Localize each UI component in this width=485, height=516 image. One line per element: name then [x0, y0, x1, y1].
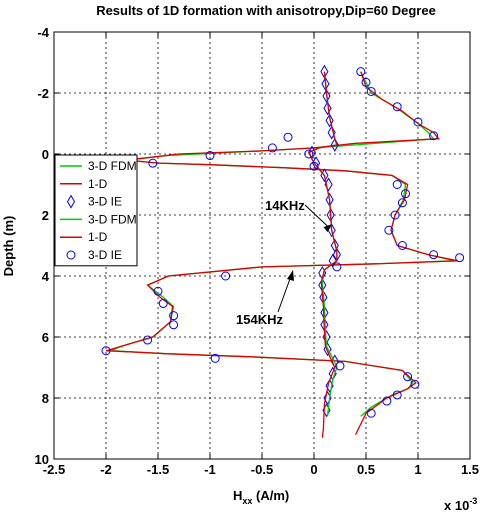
y-axis-label: Depth (m) — [1, 216, 16, 277]
annotation-14khz: 14KHz — [265, 198, 305, 213]
x-tick-label: -1.5 — [147, 462, 169, 477]
x-tick-label: -2.5 — [43, 462, 65, 477]
legend-label: 3-D FDM — [88, 159, 137, 173]
y-tick-label: 0 — [42, 147, 49, 162]
y-tick-label: 2 — [42, 208, 49, 223]
series-point-5 — [332, 262, 342, 272]
legend-label: 3-D IE — [88, 248, 122, 262]
series-point-5 — [392, 102, 402, 112]
annotation-arrowhead-14khz — [323, 224, 332, 233]
series-layer — [101, 64, 465, 438]
legend-swatch — [66, 250, 76, 260]
legend-label: 3-D FDM — [88, 212, 137, 226]
series-point-2 — [330, 137, 339, 152]
series-point-5 — [384, 225, 394, 235]
legend-label: 1-D — [88, 177, 108, 191]
x-tick-label: 1.5 — [461, 462, 479, 477]
y-ticks: -4 -2 0 2 4 6 8 10 — [35, 25, 470, 467]
legend-label: 3-D IE — [88, 195, 122, 209]
x-tick-label: -1 — [204, 462, 216, 477]
series-point-5 — [429, 131, 439, 141]
y-tick-label: 6 — [42, 330, 49, 345]
annotation-arrow-154khz — [277, 275, 292, 313]
annotation-arrowhead-154khz — [287, 270, 294, 281]
series-point-5 — [403, 372, 413, 382]
annotation-arrow-14khz — [304, 204, 329, 228]
x-multiplier-exp: -3 — [469, 496, 477, 506]
x-tick-label: -0.5 — [251, 462, 273, 477]
y-tick-label: 4 — [42, 269, 50, 284]
series-point-5 — [153, 286, 163, 296]
series-point-5 — [392, 180, 402, 189]
x-axis-label: Hxx (A/m) — [233, 488, 289, 506]
x-axis-label-sub: xx — [242, 496, 252, 506]
series-line-1 — [105, 71, 458, 435]
series-point-5 — [210, 353, 220, 363]
x-axis-label-main: H — [233, 488, 242, 503]
grid — [54, 32, 470, 459]
x-multiplier: x 10-3 — [444, 496, 477, 513]
legend-label: 1-D — [88, 230, 108, 244]
series-point-5 — [169, 311, 179, 321]
series-point-5 — [205, 151, 215, 161]
series-point-5 — [148, 158, 158, 168]
chart-title: Results of 1D formation with anisotropy,… — [96, 3, 436, 18]
y-tick-label: -4 — [37, 25, 49, 40]
series-line-0 — [110, 71, 455, 417]
series-point-2 — [325, 113, 334, 128]
plot-frame — [53, 31, 471, 460]
series-point-5 — [143, 335, 153, 345]
legend: 3-D FDM 1-D 3-D IE 3-D FDM 1-D 3-D IE — [54, 154, 138, 267]
series-point-5 — [366, 408, 376, 418]
series-point-5 — [361, 77, 371, 87]
series-point-5 — [366, 86, 376, 96]
series-point-5 — [169, 320, 179, 330]
series-point-5 — [410, 379, 420, 389]
series-point-2 — [322, 89, 331, 104]
series-point-5 — [382, 396, 392, 406]
series-point-5 — [429, 250, 439, 260]
series-point-5 — [304, 149, 314, 159]
legend-swatch — [66, 194, 76, 209]
series-point-5 — [221, 271, 231, 281]
series-point-2 — [321, 76, 330, 91]
series-point-5 — [413, 117, 423, 127]
x-axis-label-unit: (A/m) — [252, 488, 289, 503]
series-point-5 — [101, 346, 111, 356]
series-point-5 — [401, 189, 411, 199]
series-point-2 — [323, 101, 332, 116]
series-point-5 — [397, 198, 407, 208]
series-point-5 — [392, 390, 402, 400]
series-point-5 — [390, 210, 400, 220]
series-point-5 — [309, 161, 319, 171]
series-point-5 — [335, 361, 345, 371]
annotations: 14KHz 154KHz — [236, 198, 332, 327]
series-point-5 — [158, 298, 168, 308]
series-line-4 — [307, 71, 338, 438]
y-tick-label: 10 — [35, 452, 49, 467]
series-point-5 — [397, 241, 407, 250]
x-tick-label: 0 — [310, 462, 317, 477]
series-point-5 — [267, 143, 277, 153]
series-point-5 — [283, 132, 293, 142]
series-point-5 — [356, 67, 366, 77]
annotation-154khz: 154KHz — [236, 312, 283, 327]
y-tick-label: -2 — [37, 86, 49, 101]
x-ticks: -2.5 -2 -1.5 -1 -0.5 0 0.5 1 1.5 — [43, 32, 479, 477]
x-tick-label: 0.5 — [357, 462, 375, 477]
legend-box — [54, 154, 138, 267]
y-tick-label: 8 — [42, 391, 49, 406]
series-point-2 — [327, 125, 336, 140]
x-tick-label: -2 — [100, 462, 112, 477]
x-multiplier-base: x 10 — [444, 498, 469, 513]
series-point-5 — [455, 253, 465, 263]
x-tick-label: 1 — [414, 462, 421, 477]
